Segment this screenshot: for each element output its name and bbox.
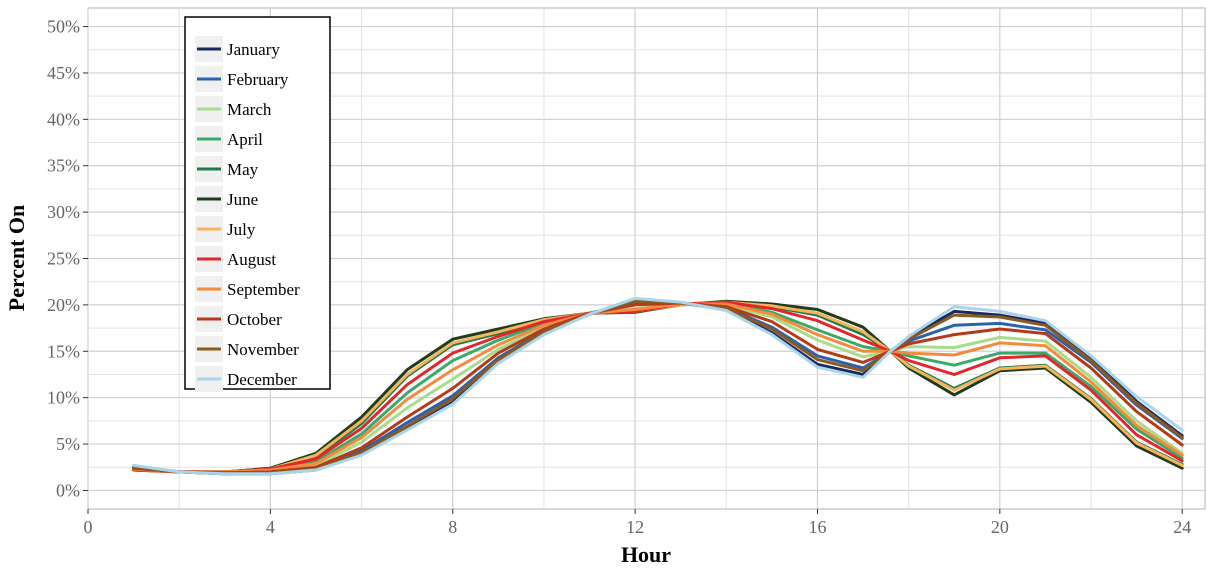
legend-label-may: May <box>227 160 259 179</box>
y-tick-label: 5% <box>56 434 80 454</box>
y-tick-label: 0% <box>56 480 80 500</box>
x-tick-label: 20 <box>991 517 1009 537</box>
legend-label-march: March <box>227 100 272 119</box>
x-tick-label: 4 <box>266 517 275 537</box>
y-axis-ticks: 0% 5% 10% 15% 20% 25% 30% 35% 40% 45% 50% <box>47 17 88 500</box>
y-tick-label: 45% <box>47 63 80 83</box>
legend: January February March April May June July Augu… <box>184 16 331 392</box>
y-tick-label: 20% <box>47 295 80 315</box>
y-tick-label: 25% <box>47 249 80 269</box>
x-tick-label: 8 <box>448 517 457 537</box>
series-line-december <box>132 296 1184 476</box>
x-tick-label: 12 <box>626 517 644 537</box>
series-lines <box>132 296 1184 476</box>
y-tick-label: 50% <box>47 17 80 37</box>
y-tick-label: 10% <box>47 388 80 408</box>
y-tick-label: 30% <box>47 202 80 222</box>
legend-label-august: August <box>227 250 276 269</box>
legend-label-september: September <box>227 280 300 299</box>
x-axis-ticks: 0 4 8 12 16 20 24 <box>84 509 1191 537</box>
legend-label-february: February <box>227 70 289 89</box>
legend-label-november: November <box>227 340 299 359</box>
legend-label-july: July <box>227 220 256 239</box>
legend-label-october: October <box>227 310 282 329</box>
y-tick-label: 40% <box>47 109 80 129</box>
y-tick-label: 15% <box>47 341 80 361</box>
legend-label-april: April <box>227 130 263 149</box>
legend-label-december: December <box>227 370 297 389</box>
legend-label-january: January <box>227 40 280 59</box>
y-axis-title: Percent On <box>4 205 29 312</box>
y-tick-label: 35% <box>47 156 80 176</box>
x-tick-label: 16 <box>808 517 826 537</box>
x-tick-label: 24 <box>1173 517 1191 537</box>
x-tick-label: 0 <box>84 517 93 537</box>
legend-label-june: June <box>227 190 258 209</box>
x-axis-title: Hour <box>621 542 671 567</box>
